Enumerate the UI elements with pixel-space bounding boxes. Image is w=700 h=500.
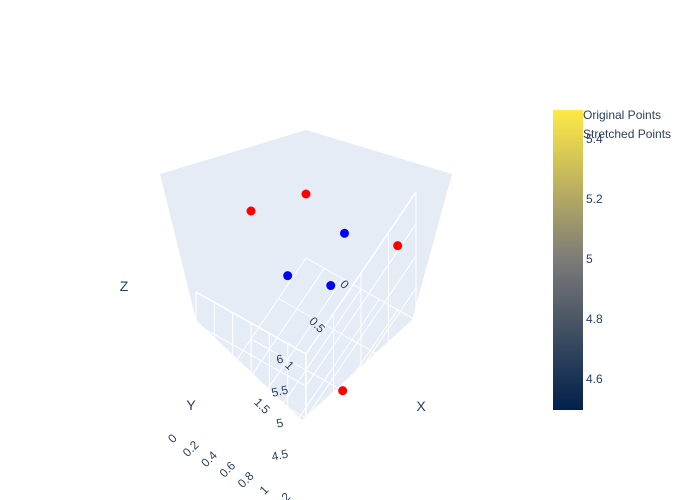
z-tick-label: 5: [275, 416, 285, 431]
back-pane-right: [306, 130, 452, 320]
legend-entry-original[interactable]: Original Points: [583, 108, 661, 122]
grid-line-y: [305, 319, 417, 483]
stretched-point[interactable]: [340, 228, 350, 238]
grid-line-z: [195, 387, 307, 451]
x-tick-label: 1.5: [251, 395, 273, 417]
z-tick-label: 6: [275, 352, 285, 367]
colorbar-gradient: [553, 110, 583, 410]
colorbar-ticks: 4.6 4.8 5 5.2 5.4: [586, 132, 603, 386]
box-edges: [195, 191, 417, 483]
stretched-point[interactable]: [283, 271, 293, 281]
grid-line-y: [268, 299, 380, 462]
colorbar-tick-label: 5.4: [586, 132, 603, 146]
back-pane-left: [160, 130, 306, 320]
y-tick-label: 0.6: [217, 458, 239, 480]
y-tick-label: 0: [165, 431, 180, 446]
grid-line-z: [195, 323, 307, 387]
colorbar-tick-label: 5.2: [586, 192, 603, 206]
original-point[interactable]: [393, 241, 403, 251]
colorbar-tick-label: 5: [586, 252, 593, 266]
grid-line-y: [213, 268, 325, 431]
colorbar: 4.6 4.8 5 5.2 5.4: [553, 110, 603, 410]
y-axis-title: Y: [186, 397, 196, 413]
colorbar-tick-label: 4.8: [586, 312, 603, 326]
y-tick-label: 1: [257, 483, 272, 498]
grid-line-z: [305, 255, 417, 419]
colorbar-tick-label: 4.6: [586, 372, 603, 386]
scene-panes: [160, 130, 452, 420]
stretched-point[interactable]: [326, 281, 336, 291]
original-point[interactable]: [246, 206, 256, 216]
original-point[interactable]: [301, 189, 311, 199]
box-edge: [195, 291, 307, 355]
grid-line-z: [195, 355, 307, 419]
grid-line-z: [305, 223, 417, 387]
original-point[interactable]: [338, 386, 348, 396]
data-points: [246, 189, 403, 396]
box-edge: [305, 191, 417, 355]
grid-line-z: [305, 287, 417, 451]
z-tick-label: 5.5: [270, 383, 290, 400]
y-tick-label: 0.4: [198, 448, 220, 470]
grid-line-y: [195, 257, 307, 421]
y-tick-label: 0.8: [235, 469, 257, 491]
y-tick-label: 1.2: [272, 489, 294, 500]
z-axis-title: Z: [120, 278, 129, 294]
floor-pane: [196, 258, 412, 420]
z-tick-label: 4.5: [270, 447, 290, 464]
grid-line-y: [232, 278, 344, 441]
x-axis-title: X: [416, 398, 426, 414]
legend-entry-stretched[interactable]: Stretched Points: [583, 127, 671, 141]
y-tick-label: 0.2: [180, 438, 202, 460]
legend: Original Points Stretched Points: [583, 108, 671, 141]
